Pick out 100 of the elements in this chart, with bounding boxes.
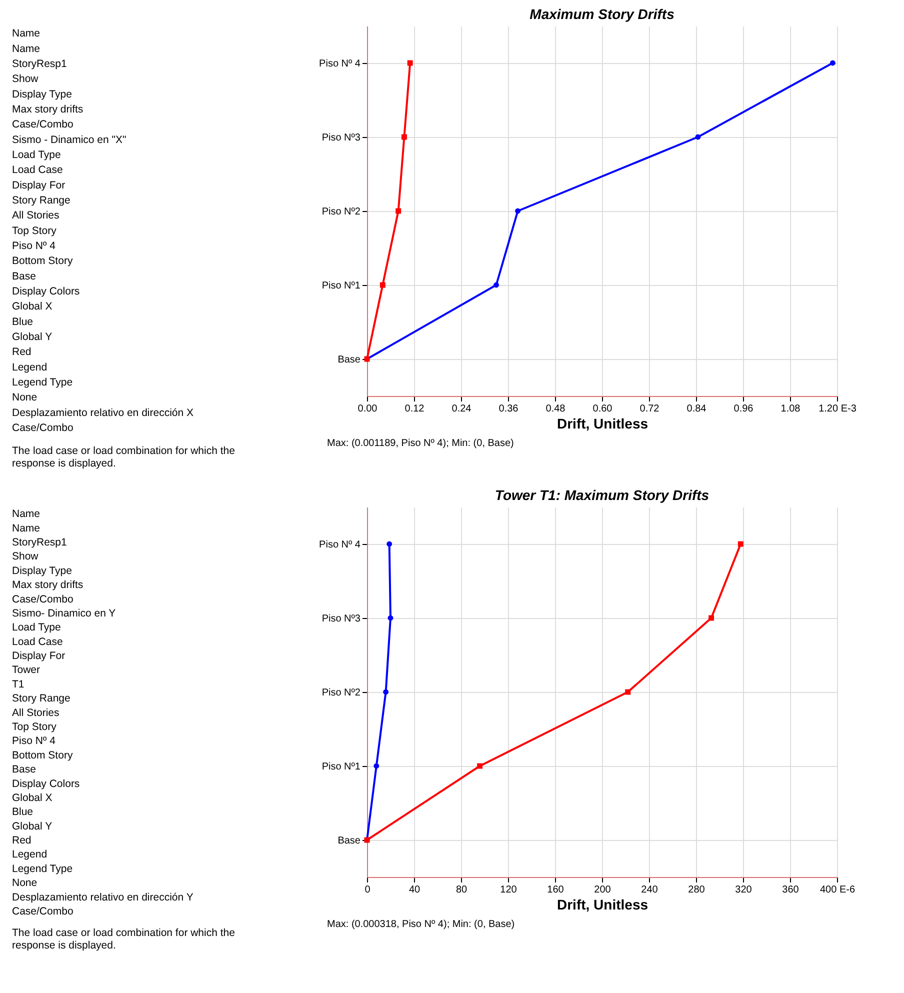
point [374, 763, 380, 769]
text: Name [12, 522, 40, 534]
point [494, 282, 499, 288]
x-axis-title: Drift, Unitless [556, 896, 648, 912]
text: Red [12, 834, 32, 847]
y-tick-label: Piso Nº3 [322, 132, 361, 144]
text: Display Colors [12, 286, 80, 298]
text: Bottom Story [12, 255, 74, 268]
text: T1 [12, 678, 24, 690]
text: Story Range [12, 692, 71, 705]
x-tick-label: 1.20 E-3 [818, 404, 857, 414]
x-tick-label: 200 [594, 884, 612, 896]
y-tick-label: Piso Nº1 [322, 762, 361, 772]
text: Piso Nº 4 [12, 735, 56, 748]
x-tick-label: 0.60 [592, 404, 613, 414]
text: Case/Combo [12, 906, 74, 918]
text: Load Type [12, 148, 62, 161]
point [380, 282, 386, 288]
text: Case/Combo [12, 593, 74, 606]
text: Global Y [12, 331, 52, 344]
text: StoryResp1 [12, 536, 68, 548]
x-tick-label: 280 [688, 884, 706, 896]
point [407, 60, 413, 66]
point [708, 615, 714, 621]
point [396, 208, 402, 214]
x-axis-title: Drift, Unitless [556, 416, 648, 432]
y-tick-label: Piso Nº 4 [319, 58, 361, 70]
point [386, 541, 392, 547]
x-tick-label: 1.08 [780, 404, 801, 414]
text: All Stories [12, 210, 60, 222]
text: Sismo - Dinamico en "X" [12, 134, 127, 146]
text: Piso Nº 4 [12, 240, 56, 252]
text: Load Case [12, 636, 63, 648]
x-tick-label: 0.48 [546, 404, 566, 414]
x-tick-label: 400 E-6 [820, 884, 856, 896]
text: StoryResp1 [12, 58, 68, 70]
text: Name [12, 508, 40, 520]
y-tick-label: Piso Nº 4 [319, 540, 361, 550]
text: Max story drifts [12, 103, 84, 116]
x-tick-label: 0 [364, 884, 371, 896]
y-tick-label: Base [338, 354, 361, 366]
point [383, 689, 389, 695]
text: Max: (0.001189, Piso Nº 4); Min: (0, Base) [327, 438, 514, 449]
x-tick-label: 0.36 [498, 404, 519, 414]
text: Base [12, 764, 36, 776]
text: Max: (0.000318, Piso Nº 4); Min: (0, Base) [327, 919, 515, 930]
text: None [12, 392, 38, 404]
text: Legend Type [12, 376, 73, 389]
x-tick-label: 120 [500, 884, 518, 896]
x-tick-label: 40 [408, 884, 420, 896]
x-tick-label: 0.84 [686, 404, 707, 414]
point [830, 60, 836, 66]
chart-title: Maximum Story Drifts [530, 6, 675, 22]
point [738, 541, 744, 547]
text: Base [12, 270, 36, 282]
text: Case/Combo [12, 422, 74, 434]
text: Show [12, 73, 39, 86]
text: None [12, 877, 38, 890]
x-tick-label: 0.00 [358, 404, 378, 414]
text: Global Y [12, 820, 52, 832]
text: The load case or load combination for which the response is displayed. [12, 444, 236, 470]
text: Global X [12, 792, 52, 804]
x-tick-label: 360 [782, 884, 800, 896]
x-tick-label: 0.96 [734, 404, 754, 414]
text: Tower [12, 664, 41, 676]
point [515, 208, 521, 214]
text: Desplazamiento relativo en dirección Y [12, 891, 194, 904]
text: Legend [12, 361, 48, 374]
x-tick-label: 320 [735, 884, 752, 896]
text: All Stories [12, 706, 60, 719]
text: Blue [12, 316, 34, 328]
text: Bottom Story [12, 749, 74, 762]
text: Max story drifts [12, 579, 84, 592]
text: Top Story [12, 224, 58, 237]
x-tick-label: 80 [456, 884, 468, 896]
point [477, 763, 483, 769]
y-tick-label: Base [338, 836, 361, 846]
text: Show [12, 550, 39, 563]
text: The load case or load combination for which the response is displayed. [12, 926, 236, 952]
text: Blue [12, 806, 34, 818]
text: Global X [12, 300, 52, 313]
text: Story Range [12, 194, 71, 206]
x-tick-label: 0.24 [452, 404, 472, 414]
point [388, 615, 394, 621]
text: Display Colors [12, 778, 80, 790]
text: Display Type [12, 88, 72, 100]
text: Display For [12, 650, 66, 662]
text: Sismo- Dinamico en Y [12, 607, 116, 620]
x-tick-label: 0.72 [640, 404, 660, 414]
text: Display For [12, 179, 66, 192]
y-tick-label: Piso Nº1 [322, 280, 361, 292]
y-tick-label: Piso Nº2 [322, 206, 361, 218]
text: Desplazamiento relativo en dirección X [12, 406, 194, 419]
point [625, 689, 631, 695]
point [695, 134, 701, 140]
chart-title: Tower T1: Maximum Story Drifts [494, 487, 710, 503]
point [401, 134, 407, 140]
x-tick-label: 240 [641, 884, 658, 896]
text: Top Story [12, 721, 58, 733]
y-tick-label: Piso Nº2 [322, 688, 361, 698]
